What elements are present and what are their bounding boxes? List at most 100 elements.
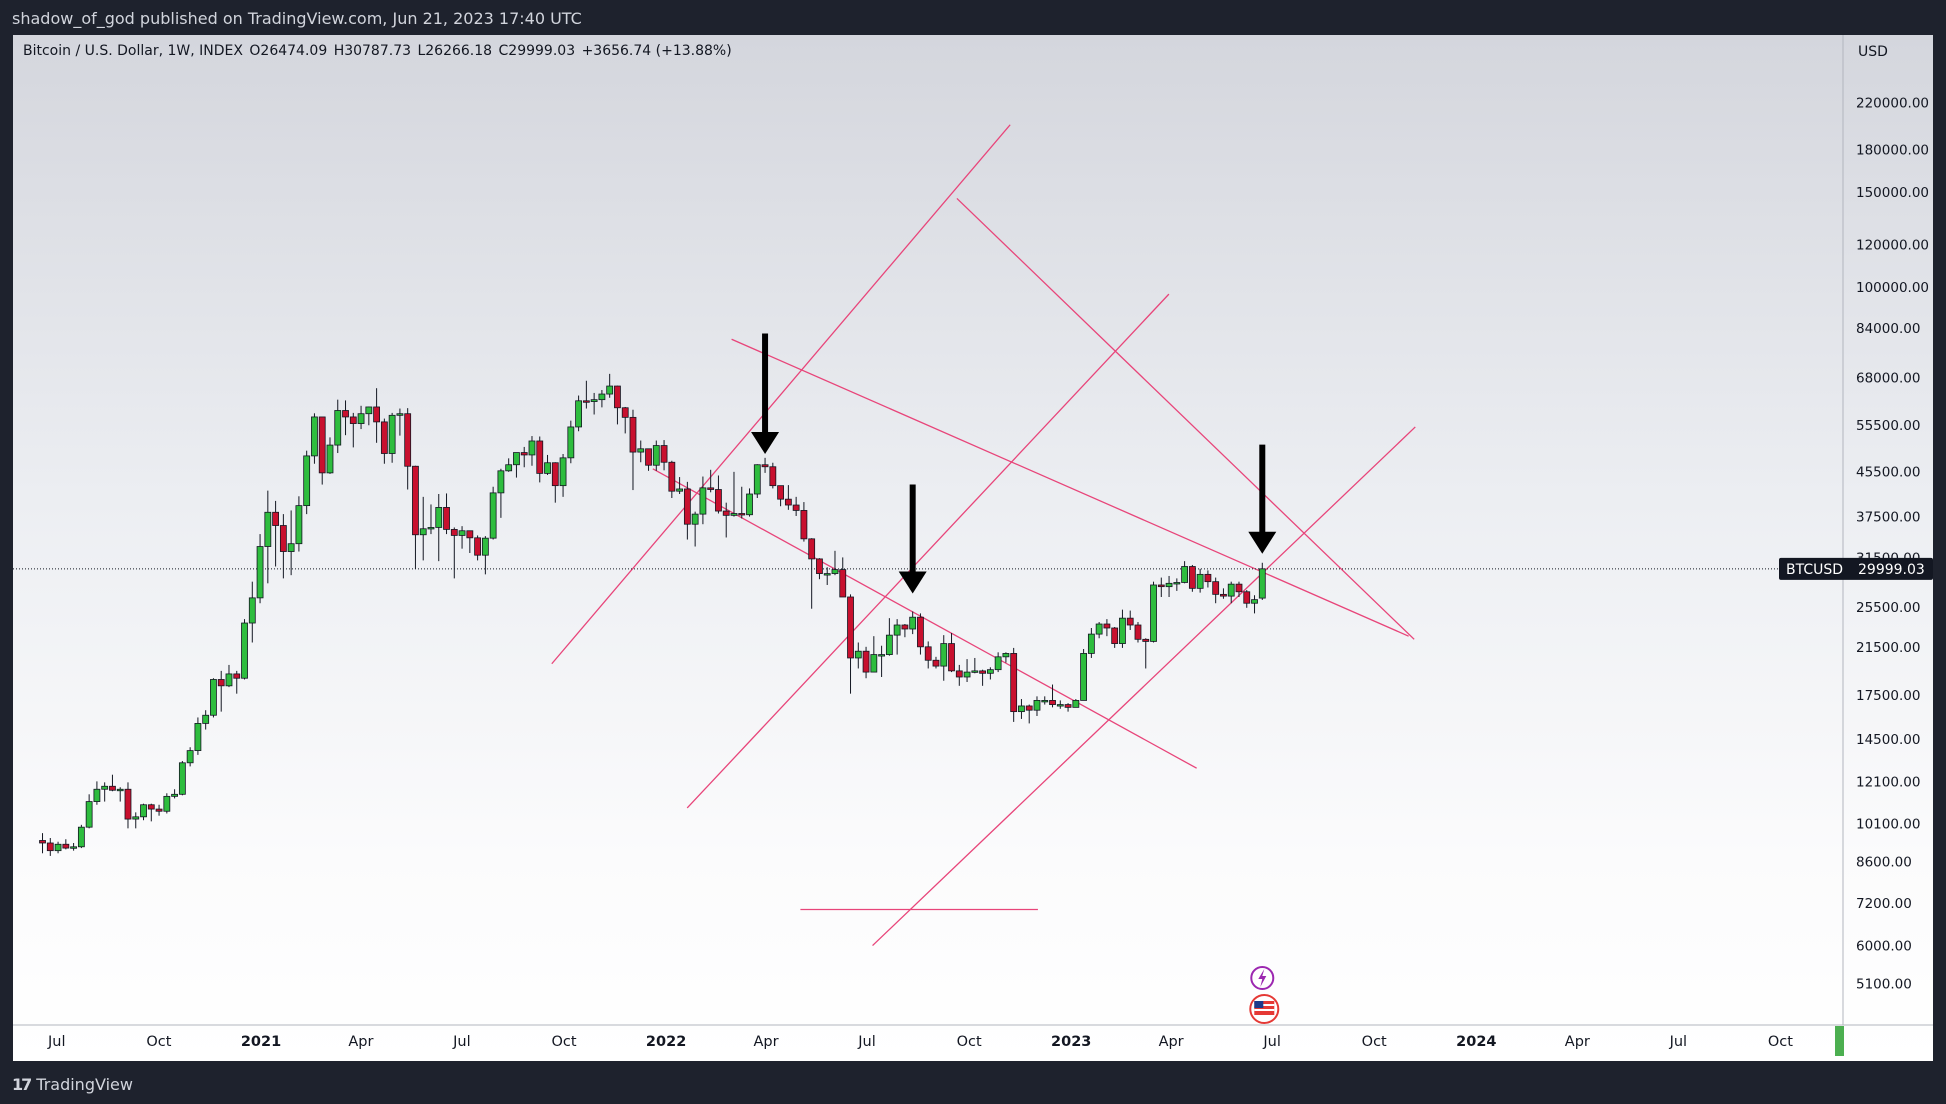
candle-body [784,498,792,506]
legend-symbol: Bitcoin / U.S. Dollar, 1W, INDEX [23,43,243,59]
y-tick-label: 55500.00 [1856,418,1920,434]
x-tick-label: Oct [957,1034,982,1050]
trendline [652,468,1197,769]
candle-body [932,659,940,667]
legend-high: H30787.73 [333,43,412,59]
candle-body [645,448,652,466]
y-tick-label: 7200.00 [1856,896,1912,912]
candle-body [1095,623,1103,635]
y-tick-label: 100000.00 [1856,280,1929,296]
candle-body [380,421,388,454]
candle-body [202,714,210,724]
candle-body [116,788,124,792]
y-tick-label: 6000.00 [1856,939,1912,955]
x-tick-label: Oct [1768,1034,1793,1050]
candle-body [878,654,885,657]
candle-body [1025,705,1033,711]
candle-body [544,462,551,474]
chart-frame[interactable]: USD 220000.00 180000.00 150000.00 120000.00 1… [13,35,1933,1061]
trendline [686,293,1170,809]
candle-body [769,466,777,487]
candle-body [497,470,505,494]
candle-body [163,795,171,812]
candle-body [295,505,303,545]
y-tick-label: 5100.00 [1856,977,1912,993]
y-tick-label: 21500.00 [1856,640,1920,656]
candle-body [986,669,994,674]
tradingview-logo-icon: 17 [12,1075,32,1094]
candle-body [660,445,668,463]
candle-body [800,510,808,540]
arrow-annotation [1248,444,1277,554]
candle-body [256,546,264,599]
candle-body [621,407,629,418]
publisher-text: shadow_of_god published on TradingView.c… [12,9,582,28]
candle-body [248,597,256,624]
candle-body [1173,582,1181,585]
candle-body [777,485,784,500]
candle-body [1251,599,1258,604]
candle-body [792,504,800,511]
candle-body [1258,568,1266,599]
brand-name: TradingView [36,1075,133,1094]
candle-body [551,462,559,487]
price-chart[interactable]: USD 220000.00 180000.00 150000.00 120000.00 1… [13,35,1933,1061]
y-tick-label: 220000.00 [1856,95,1929,111]
candle-body [77,826,85,848]
candle-body [559,457,567,487]
candle-body [971,670,979,673]
candle-body [1235,583,1243,593]
candle-body [474,537,481,556]
candle-body [1126,617,1134,626]
candle-body [1181,566,1188,583]
candle-body [318,416,326,474]
candle-body [1010,653,1018,713]
candle-body [1188,566,1196,589]
candle-body [217,679,225,687]
candle-body [652,445,660,466]
candle-body [924,646,932,661]
y-tick-label: 12100.00 [1856,774,1920,790]
candle-body [311,416,318,457]
x-tick-label: 2023 [1051,1034,1091,1050]
candle-body [847,596,854,659]
candle-body [458,530,466,536]
y-tick-label: 8600.00 [1856,854,1912,870]
candle-body [994,656,1002,671]
candle-body [147,804,155,810]
candle-body [54,843,62,852]
candle-body [831,569,839,574]
candle-body [940,643,948,667]
candle-body [1165,582,1173,588]
candle-body [404,413,412,467]
price-label-symbol: BTCUSD [1786,562,1843,578]
candle-body [1220,593,1227,597]
x-tick-label: Apr [1159,1034,1184,1050]
arrow-annotation [898,484,927,594]
x-tick-label: Apr [753,1034,778,1050]
candle-body [171,793,178,797]
candle-body [808,538,816,560]
candle-body [1080,653,1087,701]
candle-body [753,464,761,495]
tradingview-logo[interactable]: 17 TradingView [12,1075,133,1094]
candle-body [1018,705,1025,713]
candle-body [862,650,870,673]
candle-body [1134,624,1142,640]
candle-body [885,634,893,655]
legend-low: L26266.18 [417,43,493,59]
candle-body [1072,700,1080,708]
candle-body [590,399,598,402]
candle-body [1243,591,1251,604]
candle-body [264,511,272,547]
candle-body [567,426,575,459]
trendline [731,338,1409,637]
candle-body [225,673,233,687]
candle-body [1142,638,1150,642]
candle-body [443,507,450,530]
x-tick-label: Jul [47,1034,66,1050]
y-tick-label: 120000.00 [1856,237,1929,253]
footer-bar: 17 TradingView [0,1061,1946,1104]
y-tick-label: 84000.00 [1856,321,1920,337]
candle-body [109,785,116,791]
